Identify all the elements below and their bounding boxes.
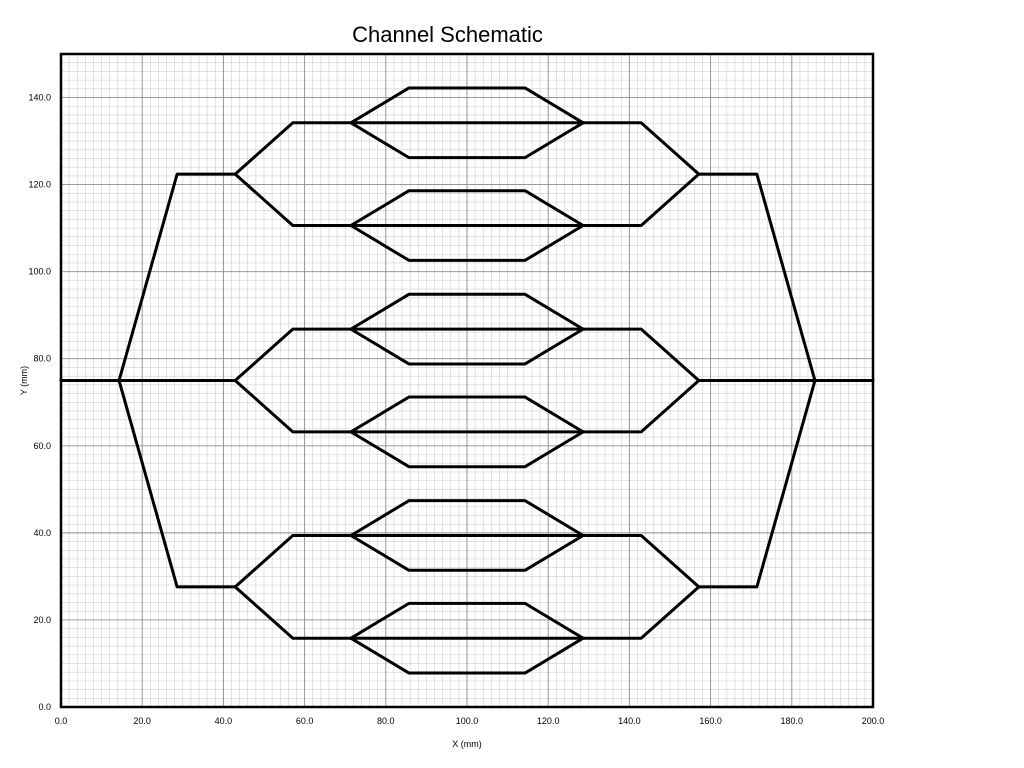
y-tick-label: 20.0: [33, 615, 51, 625]
y-tick-labels: 0.0 20.0 40.0 60.0 80.0 100.0 120.0 140.0: [28, 93, 51, 712]
x-tick-label: 120.0: [537, 716, 560, 726]
channel-segment-37: [349, 636, 585, 675]
channel-segment-12: [233, 327, 353, 382]
channel-segment-7: [697, 379, 817, 589]
y-tick-label: 80.0: [33, 354, 51, 364]
x-tick-labels: 0.0 20.0 40.0 60.0 80.0 100.0 120.0 140.0 160.0 1…: [55, 716, 885, 726]
channel-segment-11: [581, 172, 701, 228]
y-tick-label: 140.0: [28, 93, 51, 103]
x-tick-label: 160.0: [699, 716, 722, 726]
channel-segment-10: [581, 121, 701, 176]
channel-segment-32: [349, 499, 585, 537]
channel-segment-25: [349, 224, 585, 262]
channel-segment-35: [349, 601, 585, 640]
channel-segment-16: [233, 533, 353, 589]
channel-segment-20: [349, 86, 585, 125]
x-tick-label: 180.0: [781, 716, 804, 726]
channel-segment-13: [233, 379, 353, 434]
y-tick-label: 60.0: [33, 441, 51, 451]
x-tick-label: 140.0: [618, 716, 641, 726]
channel-segment-26: [349, 292, 585, 331]
chart-title: Channel Schematic: [352, 22, 543, 47]
x-tick-label: 200.0: [862, 716, 885, 726]
y-tick-label: 120.0: [28, 180, 51, 190]
channel-segment-17: [233, 585, 353, 640]
channel-segment-5: [697, 172, 817, 382]
x-tick-label: 40.0: [215, 716, 233, 726]
channel-segment-2: [117, 172, 237, 382]
y-axis-label: Y (mm): [19, 366, 29, 395]
channel-segment-8: [233, 121, 353, 176]
channel-segment-4: [117, 379, 237, 589]
x-tick-label: 60.0: [296, 716, 314, 726]
channel-segment-18: [581, 533, 701, 589]
channel-segment-15: [581, 379, 701, 434]
channel-lines: [59, 86, 875, 675]
x-tick-label: 20.0: [133, 716, 151, 726]
channel-segment-29: [349, 395, 585, 434]
x-axis-label: X (mm): [452, 739, 482, 749]
x-tick-label: 0.0: [55, 716, 68, 726]
channel-segment-23: [349, 189, 585, 228]
plot-frame: [59, 52, 875, 709]
channel-segment-34: [349, 533, 585, 572]
channel-segment-14: [581, 327, 701, 382]
x-tick-label: 80.0: [377, 716, 395, 726]
channel-segment-19: [581, 585, 701, 640]
channel-segment-9: [233, 172, 353, 228]
channel-segment-28: [349, 327, 585, 366]
channel-segment-22: [349, 121, 585, 160]
channel-segment-31: [349, 430, 585, 469]
y-tick-label: 100.0: [28, 267, 51, 277]
y-tick-label: 0.0: [38, 702, 51, 712]
y-tick-label: 40.0: [33, 528, 51, 538]
x-tick-label: 100.0: [456, 716, 479, 726]
